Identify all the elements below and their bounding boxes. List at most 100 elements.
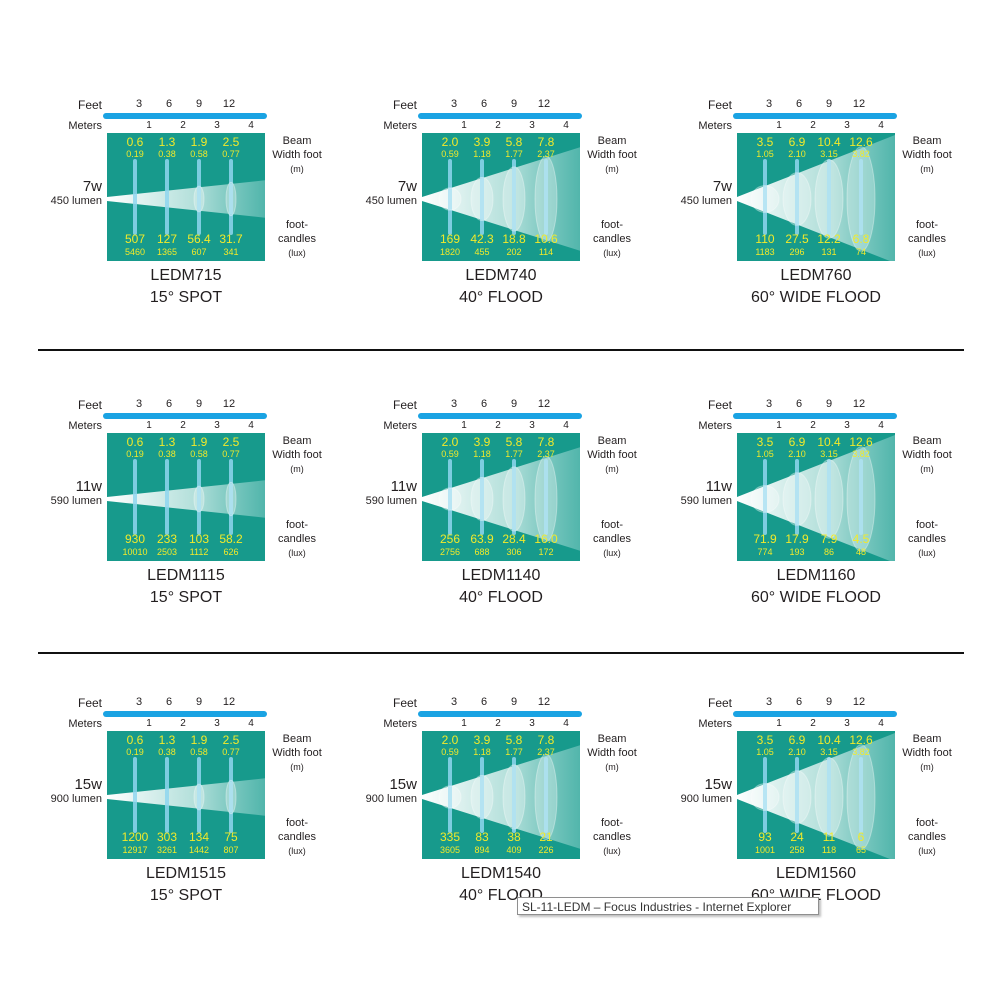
feet-label: Feet [392,398,417,412]
distance-marker-line [229,459,233,535]
beam-cross-section [470,176,494,222]
beam-label-unit: (m) [920,164,934,174]
beam-cross-section [502,764,526,830]
beam-width-m-value: 2.37 [537,149,555,159]
feet-tick: 6 [795,98,803,110]
lux-value: 3261 [156,845,178,855]
beam-width-ft-value: 2.0 [441,435,459,449]
distance-marker-line [795,159,799,235]
wattage-value: 11w [705,478,732,495]
model-name: LEDM1540 [460,865,542,882]
footcandles-value: 256 [439,532,461,546]
lux-value: 455 [474,247,490,257]
footcandles-value: 169 [439,232,461,246]
distance-marker-line [859,159,863,235]
row-divider [38,349,964,351]
distance-marker-line [448,159,452,235]
model-name: LEDM760 [780,267,852,284]
fc-label-line2: candles [593,533,631,545]
footcandles-label: foot-candles (lux) [897,816,957,858]
beam-width-ft-value: 0.6 [126,435,144,449]
lux-value: 2503 [156,547,178,557]
feet-tick: 3 [135,696,143,708]
beam-panel: 0.6 0.19 507 5460 1.3 0.38 127 1365 1.9 0.58 56.4 6… [107,133,265,261]
footcandles-value: 103 [188,532,210,546]
beam-width-m-value: 3.15 [820,449,838,459]
beam-label-line1: Beam [282,435,312,447]
meters-tick: 4 [563,420,569,431]
model-name: LEDM715 [150,267,222,284]
lux-value: 118 [821,845,837,855]
beam-width-ft-value: 12.6 [849,733,873,747]
meters-tick: 1 [146,420,152,431]
beam-cross-section [534,155,558,243]
distance-marker-line [795,757,799,833]
footcandles-value: 930 [124,532,146,546]
feet-tick: 12 [852,696,866,708]
meters-tick: 2 [810,120,816,131]
feet-label: Feet [392,98,417,112]
beam-cross-section [225,481,237,517]
beam-graphic [422,745,580,849]
beam-label-unit: (m) [605,164,619,174]
lux-value: 131 [821,247,837,257]
distance-marker-line [133,159,137,235]
meters-tick: 3 [529,420,535,431]
beam-width-ft-value: 1.3 [158,435,176,449]
lux-value: 193 [789,547,805,557]
footcandles-label: foot-candles (lux) [267,218,327,260]
distance-marker-line [480,757,484,833]
lux-value: 607 [191,247,207,257]
wattage-label: 11w 590 lumen [347,478,417,507]
footcandles-value: 17.9 [785,532,809,546]
distance-scale-bar [418,711,582,717]
beam-label-line2: Width foot [272,747,322,759]
lumen-value: 900 lumen [365,793,417,805]
lux-value: 86 [823,547,834,557]
beam-diagram-ledm1115: Feet 3 6 9 12 Meters 1 2 3 4 0.6 0.19 930 10010 1.3 0.… [40,398,370,630]
feet-tick: 6 [165,696,173,708]
distance-marker-line [133,757,137,833]
footcandles-value: 28.4 [502,532,526,546]
feet-label: Feet [77,398,102,412]
fc-label-line2: candles [908,233,946,245]
fc-label-unit: (lux) [603,846,621,856]
beam-width-ft-value: 1.3 [158,135,176,149]
distance-marker-line [763,459,767,535]
feet-label: Feet [392,696,417,710]
fc-label-line2: candles [908,533,946,545]
beam-width-m-value: 1.05 [756,449,774,459]
feet-tick: 9 [825,696,833,708]
model-title: LEDM1160 60° WIDE FLOOD [726,565,906,609]
light-beam-cone [422,745,580,849]
fc-label-line2: candles [593,831,631,843]
footcandles-label: foot-candles (lux) [582,518,642,560]
wattage-value: 7w [82,178,102,195]
beam-panel: 2.0 0.59 256 2756 3.9 1.18 63.9 688 5.8 1.77 28.4 3… [422,433,580,561]
beam-diagram-ledm1160: Feet 3 6 9 12 Meters 1 2 3 4 3.5 1.05 71.9 774 6.9 2.1… [670,398,1000,630]
feet-tick: 6 [480,398,488,410]
wattage-label: 7w 450 lumen [662,178,732,207]
meters-label: Meters [383,420,417,432]
distance-marker-line [480,459,484,535]
meters-tick: 2 [495,120,501,131]
distance-scale-bar [103,413,267,419]
footcandles-value: 4.5 [852,532,870,546]
light-beam-cone [737,435,895,561]
wattage-label: 15w 900 lumen [32,776,102,805]
beam-type: 60° WIDE FLOOD [751,289,881,306]
footcandles-value: 335 [439,830,461,844]
beam-width-ft-value: 3.9 [473,135,491,149]
beam-width-ft-value: 2.5 [222,135,240,149]
beam-width-m-value: 0.58 [190,149,208,159]
beam-cross-section [846,146,876,252]
distance-marker-line [448,757,452,833]
beam-width-m-value: 0.77 [222,149,240,159]
beam-width-ft-value: 10.4 [817,135,841,149]
beam-label-line1: Beam [597,733,627,745]
distance-marker-line [197,459,201,535]
meters-label: Meters [383,120,417,132]
beam-cross-section [193,185,205,213]
beam-cross-section [750,783,780,811]
lux-value: 2756 [439,547,461,557]
